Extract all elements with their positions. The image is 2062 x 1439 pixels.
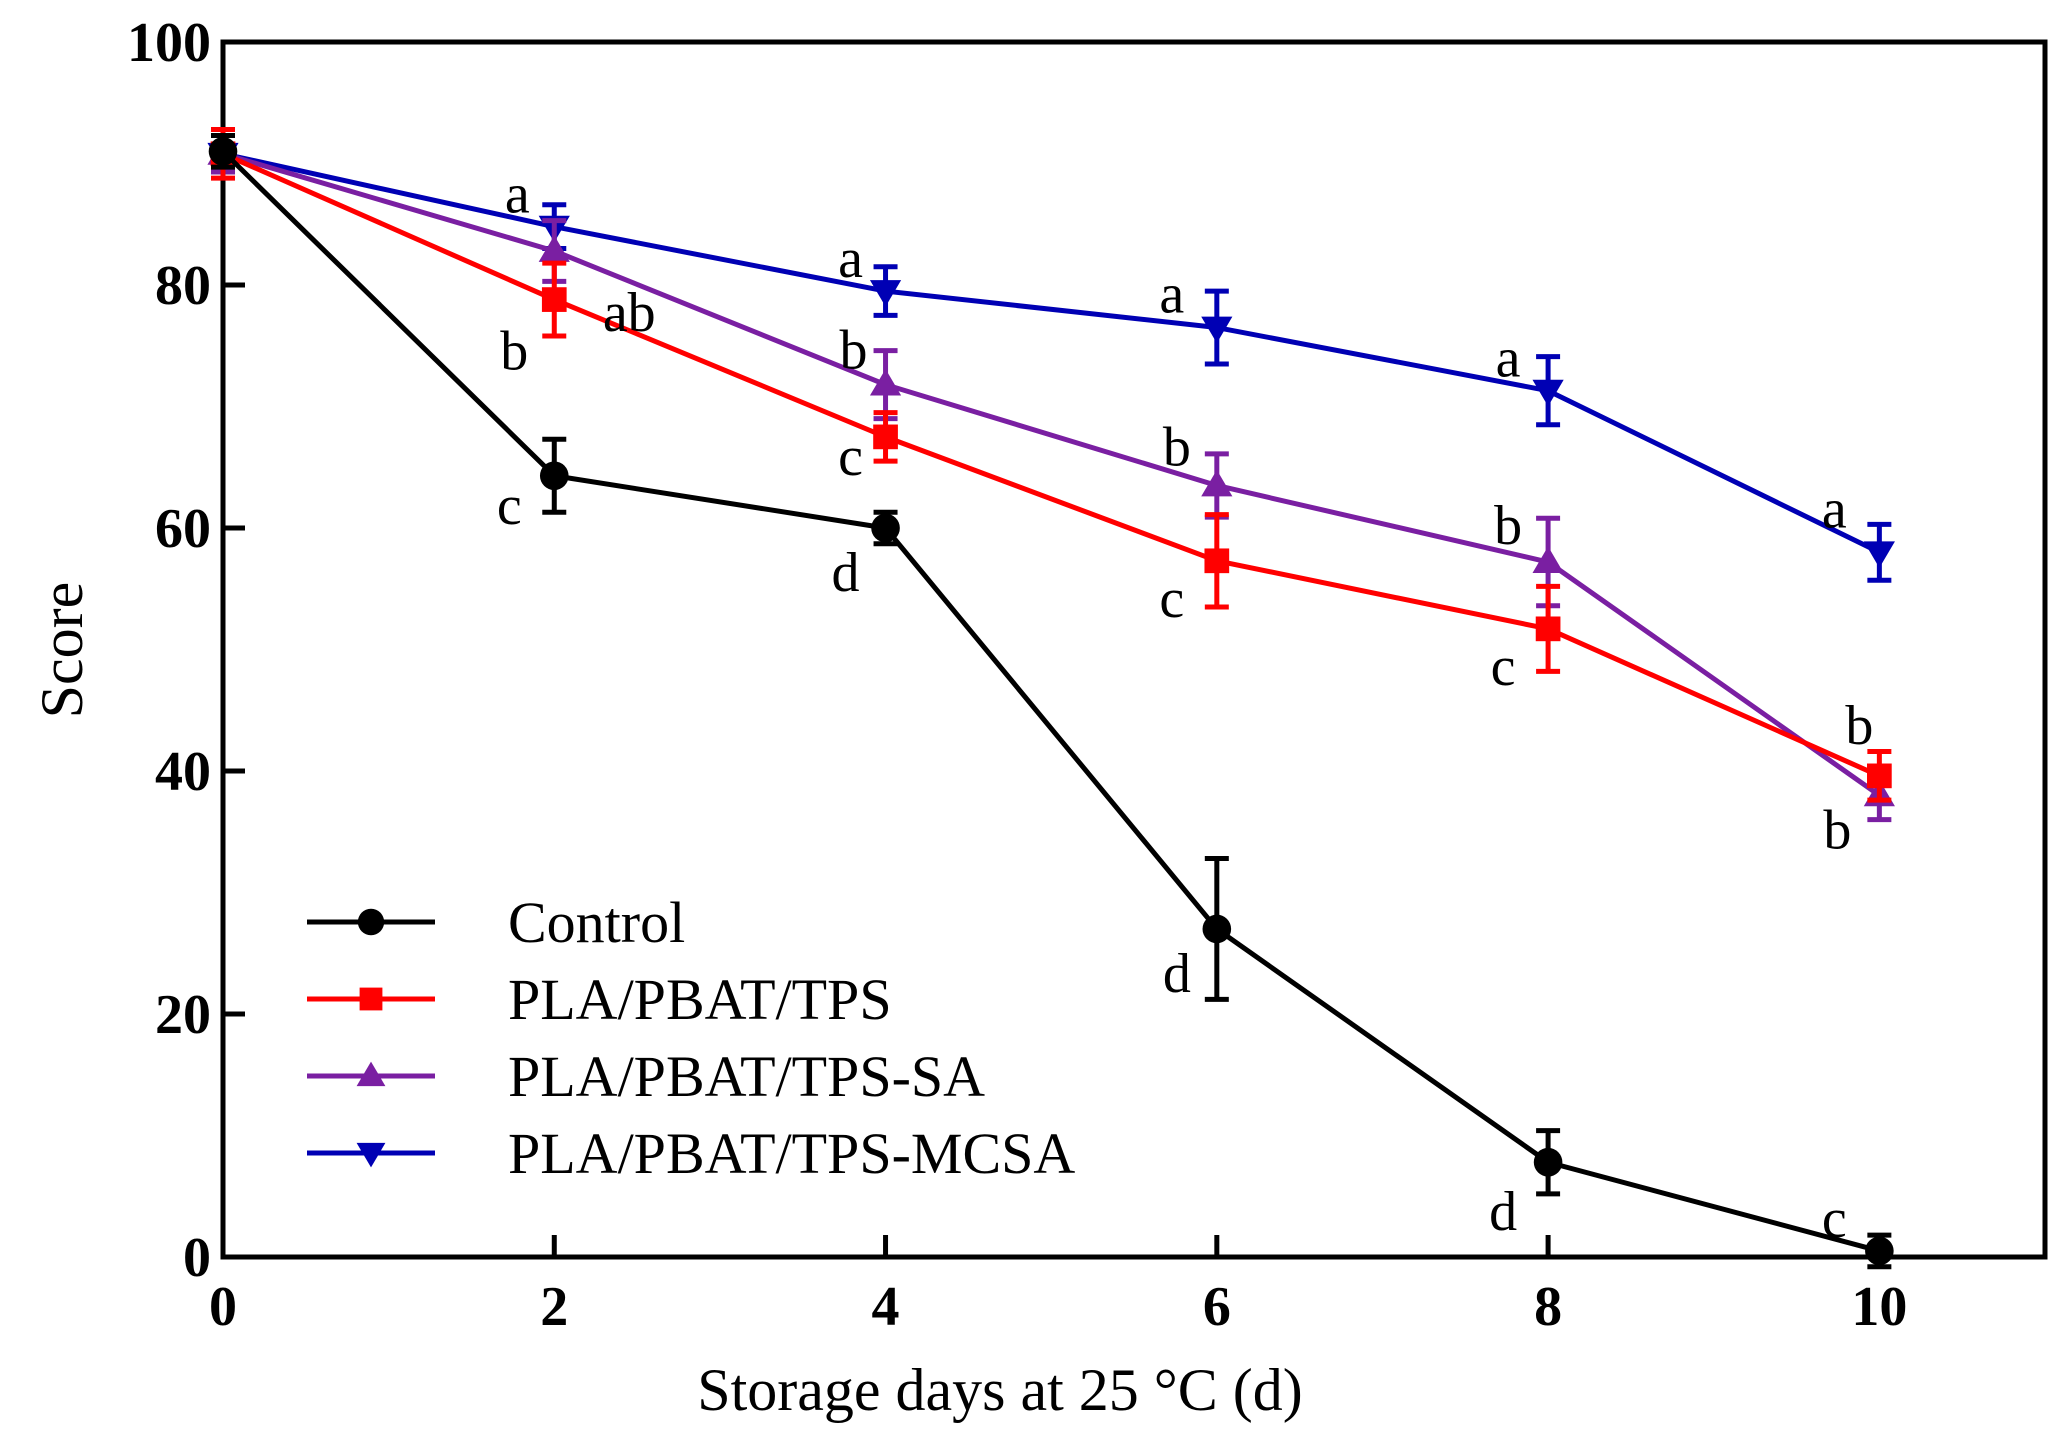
x-tick-label: 8: [1534, 1276, 1562, 1338]
y-tick-label: 20: [155, 984, 211, 1046]
series-3: [207, 133, 1895, 583]
significance-letter: d: [1489, 1181, 1517, 1243]
significance-letter: c: [497, 475, 522, 537]
data-point: [1867, 763, 1892, 789]
significance-letter: b: [500, 321, 528, 383]
series-2: [207, 133, 1895, 823]
legend-marker: [357, 908, 385, 936]
legend-label: PLA/PBAT/TPS-SA: [508, 1044, 985, 1109]
data-point: [1532, 546, 1564, 573]
x-tick-label: 0: [209, 1276, 237, 1338]
significance-letter: b: [1845, 695, 1873, 757]
plot-frame: [220, 39, 2048, 1260]
significance-letter: b: [1163, 416, 1191, 478]
significance-letter: c: [1159, 568, 1184, 630]
y-tick-label: 40: [155, 741, 211, 803]
data-point: [873, 424, 898, 450]
series-line: [222, 151, 1881, 798]
data-point: [869, 369, 902, 396]
series-line: [221, 151, 1881, 779]
series-1: [210, 126, 1892, 803]
x-axis-ticks: 0 2 4 6 8 10: [209, 1235, 1907, 1338]
significance-letter: d: [832, 542, 860, 604]
legend-marker: [356, 1061, 386, 1087]
significance-letter: a: [1496, 328, 1521, 390]
x-tick-label: 4: [872, 1276, 900, 1338]
x-tick-label: 6: [1203, 1276, 1231, 1338]
y-tick-label: 80: [155, 255, 211, 317]
y-tick-label: 60: [155, 498, 211, 560]
data-point: [1532, 379, 1564, 407]
legend-item: PLA/PBAT/TPS-MCSA: [307, 1121, 1075, 1186]
legend-marker: [356, 1142, 386, 1168]
significance-letter: a: [1159, 264, 1184, 326]
data-point: [538, 235, 570, 262]
significance-letter: c: [838, 426, 863, 488]
series-line: [222, 151, 1881, 555]
data-point: [541, 287, 567, 312]
significance-letter: b: [1494, 495, 1522, 557]
data-point: [1201, 316, 1233, 344]
x-axis-title: Storage days at 25 °C (d): [697, 1357, 1303, 1423]
data-point: [539, 461, 569, 491]
legend-item: Control: [307, 890, 685, 955]
legend-marker: [359, 987, 383, 1011]
significance-letter: d: [1163, 943, 1191, 1005]
data-point: [871, 513, 900, 543]
data-point: [1533, 1147, 1563, 1177]
axes: 0 2 4 6 8 10 0 20 40 60 80 100 Storage days at 25 …: [29, 12, 2048, 1423]
legend-item: PLA/PBAT/TPS-SA: [307, 1044, 985, 1109]
y-tick-label: 100: [127, 12, 211, 74]
data-point: [1865, 1236, 1894, 1266]
significance-letter: b: [840, 320, 868, 382]
legend-label: PLA/PBAT/TPS: [508, 967, 892, 1032]
x-tick-label: 2: [540, 1276, 568, 1338]
y-axis-ticks: 0 20 40 60 80 100: [127, 12, 245, 1289]
significance-letter: ab: [603, 282, 656, 344]
data-point: [1202, 914, 1232, 944]
legend-item: PLA/PBAT/TPS: [307, 967, 892, 1032]
series-group: [207, 126, 1895, 1270]
significance-letter: b: [1823, 799, 1851, 861]
x-tick-label: 10: [1851, 1276, 1907, 1338]
data-point: [1204, 548, 1230, 574]
legend-label: PLA/PBAT/TPS-MCSA: [508, 1121, 1075, 1186]
significance-letter: a: [838, 228, 863, 290]
significance-letter: a: [505, 164, 530, 226]
data-point: [1201, 469, 1233, 497]
significance-letter: c: [1491, 636, 1516, 698]
series-0: [208, 133, 1894, 1270]
data-point: [869, 280, 902, 307]
data-point: [208, 137, 238, 166]
legend: Control PLA/PBAT/TPS PLA/PBAT/TPS-SA PLA/PB…: [307, 890, 1075, 1186]
data-point: [1535, 616, 1561, 642]
significance-letter: a: [1822, 478, 1847, 540]
series-line: [221, 149, 1881, 1254]
y-axis-title: Score: [29, 582, 95, 719]
y-tick-label: 0: [183, 1227, 211, 1289]
legend-label: Control: [508, 890, 685, 955]
data-point: [1863, 541, 1895, 568]
significance-letter: c: [1822, 1188, 1847, 1250]
